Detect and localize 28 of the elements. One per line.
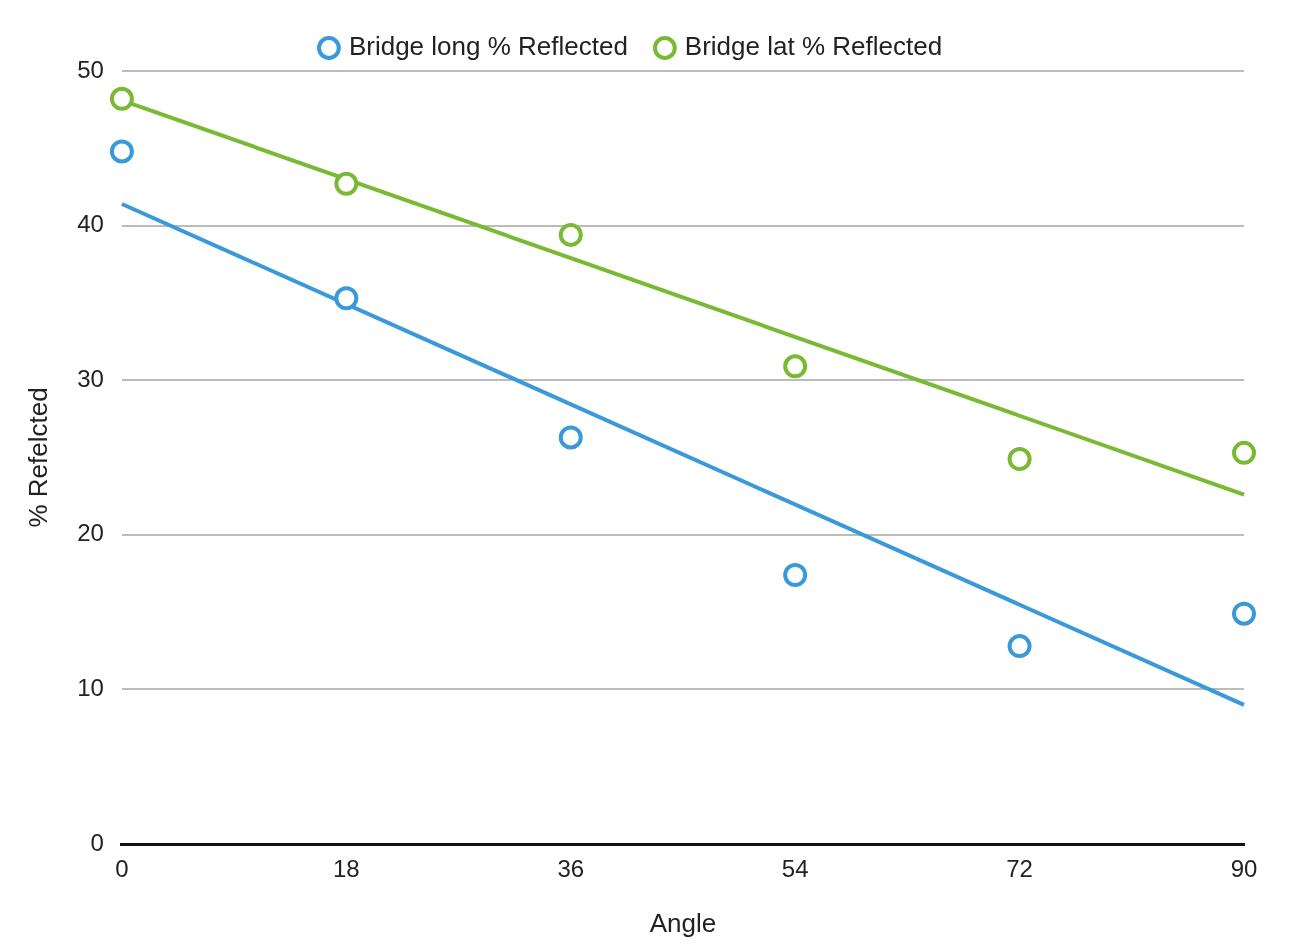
point (109, 139, 134, 164)
x-tick-label: 18 (332, 855, 360, 883)
point (334, 286, 359, 311)
point (109, 86, 134, 111)
y-tick-label: 0 (90, 828, 104, 856)
point (783, 563, 808, 587)
y-tick-label: 30 (77, 364, 104, 392)
x-tick-label: 0 (115, 855, 129, 883)
y-axis-title: % Refelcted (22, 387, 53, 528)
legend-label: Bridge lat % Reflected (684, 31, 943, 62)
x-axis-title: Angle (649, 907, 717, 938)
y-tick-label: 10 (77, 674, 104, 702)
point (558, 425, 583, 450)
point (1007, 634, 1032, 659)
x-tick-label: 54 (781, 855, 809, 883)
x-tick-label: 90 (1230, 855, 1258, 883)
point (1232, 601, 1256, 626)
y-tick-label: 20 (77, 519, 104, 547)
y-tick-label: 50 (77, 55, 104, 83)
y-tick-label: 40 (77, 210, 104, 238)
point (1232, 440, 1256, 465)
x-tick-label: 72 (1006, 855, 1033, 883)
point (1007, 447, 1032, 472)
point (334, 171, 359, 196)
legend-label: Bridge long % Reflected (348, 31, 628, 62)
point (558, 222, 583, 247)
x-tick-label: 36 (557, 855, 585, 883)
point (783, 354, 808, 379)
